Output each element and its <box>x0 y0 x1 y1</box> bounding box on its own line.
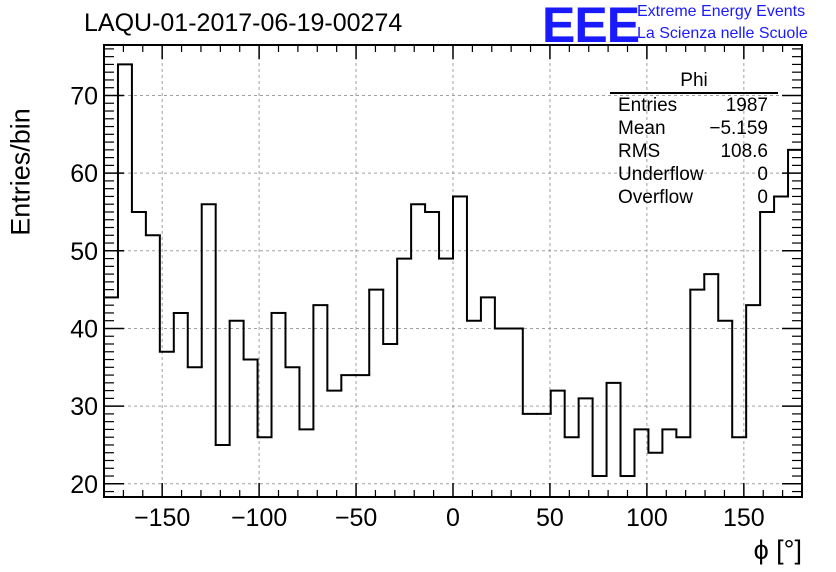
stats-row-underflow: Underflow 0 <box>610 163 778 186</box>
y-axis-label-container: Entries/bin <box>6 108 36 236</box>
x-tick-label: −100 <box>231 504 287 532</box>
y-tick-label: 60 <box>70 160 98 188</box>
y-tick-label: 40 <box>70 315 98 343</box>
stats-box-title: Phi <box>610 70 778 94</box>
x-tick-label: 100 <box>626 504 668 532</box>
stats-value: −5.159 <box>709 118 768 139</box>
logo-caption-line2: La Scienza nelle Scuole <box>637 25 808 42</box>
stats-label: Overflow <box>618 187 693 208</box>
x-tick-label: 0 <box>446 504 460 532</box>
stats-row-mean: Mean −5.159 <box>610 117 778 140</box>
y-tick-label: 20 <box>70 471 98 499</box>
x-tick-label: −50 <box>335 504 377 532</box>
x-tick-label: 150 <box>723 504 765 532</box>
stats-box: Phi Entries 1987 Mean −5.159 RMS 108.6 U… <box>610 70 778 209</box>
y-tick-label: 70 <box>70 82 98 110</box>
y-tick-label: 50 <box>70 238 98 266</box>
x-tick-label: −150 <box>134 504 190 532</box>
stats-label: Mean <box>618 118 666 139</box>
axis-tick-labels: −150 −100 −50 0 50 100 150 20 30 40 50 60 70 <box>70 82 765 532</box>
chart-title: LAQU-01-2017-06-19-00274 <box>84 9 403 37</box>
y-axis-label: Entries/bin <box>5 108 36 236</box>
logo-caption-line1: Extreme Energy Events <box>637 3 806 20</box>
x-tick-label: 50 <box>536 504 564 532</box>
stats-value: 0 <box>757 164 768 185</box>
stats-row-rms: RMS 108.6 <box>610 140 778 163</box>
stats-label: RMS <box>618 141 661 162</box>
x-axis-label: ϕ [°] <box>753 535 802 565</box>
y-tick-label: 30 <box>70 393 98 421</box>
stats-value: 1987 <box>725 95 768 116</box>
axis-ticks <box>103 45 803 497</box>
eee-logo: EEE <box>542 0 640 53</box>
stats-row-entries: Entries 1987 <box>610 94 778 117</box>
stats-value: 108.6 <box>720 141 768 162</box>
stats-label: Entries <box>618 95 678 116</box>
stats-row-overflow: Overflow 0 <box>610 186 778 209</box>
histogram-series <box>103 63 803 478</box>
stats-value: 0 <box>757 187 768 208</box>
stats-label: Underflow <box>618 164 704 185</box>
